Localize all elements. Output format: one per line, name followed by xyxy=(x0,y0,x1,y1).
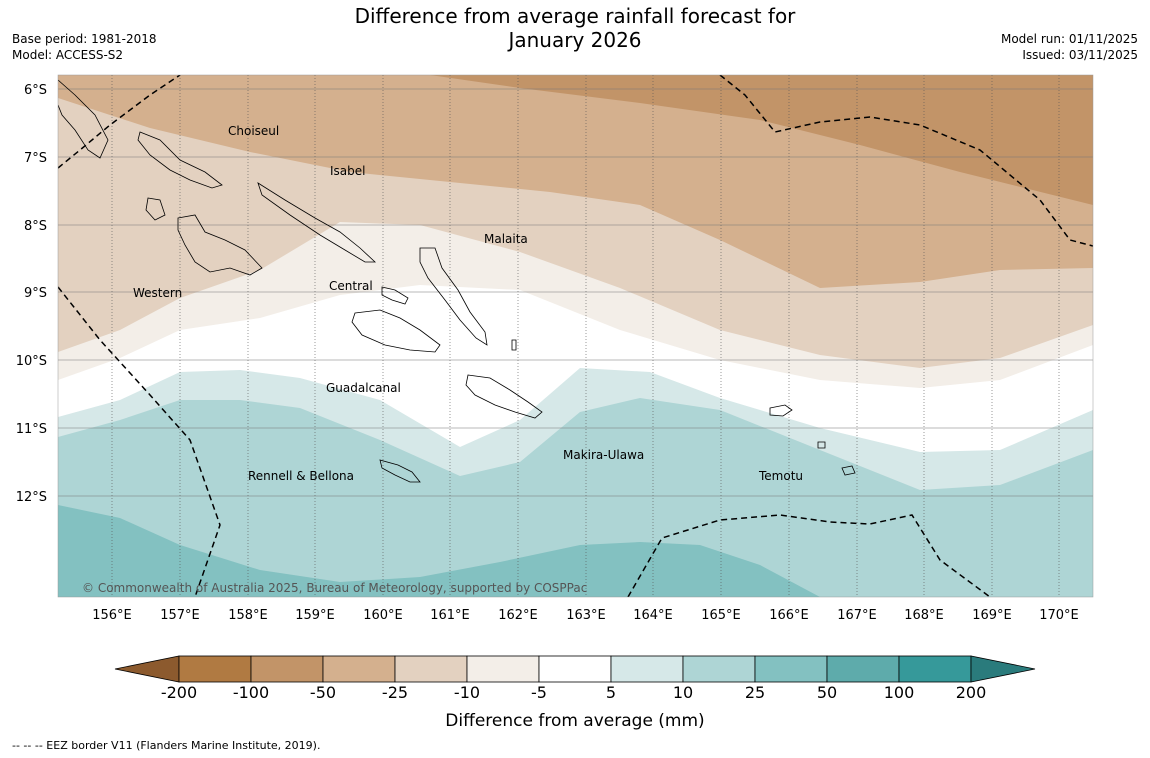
colorbar-tick-label: 25 xyxy=(745,683,765,702)
label-central: Central xyxy=(329,279,373,293)
lon-label: 169°E xyxy=(972,608,1012,623)
colorbar-tick-labels: -200 -100 -50 -25 -10 -5 5 10 25 50 100 … xyxy=(161,683,986,702)
utupua-island xyxy=(817,441,826,449)
lon-label: 156°E xyxy=(92,608,132,623)
colorbar-tick-label: -5 xyxy=(531,683,547,702)
issued-date: Issued: 03/11/2025 xyxy=(1022,48,1138,62)
colorbar-segment xyxy=(466,655,540,683)
colorbar-segment xyxy=(178,655,252,683)
colorbar-tick-label: -10 xyxy=(454,683,480,702)
lat-label: 8°S xyxy=(24,219,47,234)
longitude-gridlines xyxy=(111,75,1060,597)
lon-label: 165°E xyxy=(701,608,741,623)
eez-legend-note: -- -- -- EEZ border V11 (Flanders Marine… xyxy=(12,739,321,752)
colorbar-tick-label: 50 xyxy=(817,683,837,702)
colorbar-tick-label: -25 xyxy=(382,683,408,702)
colorbar xyxy=(114,655,1036,683)
band-plus10-25 xyxy=(58,398,1093,597)
latitude-labels: 6°S 7°S 8°S 9°S 10°S 11°S 12°S xyxy=(16,83,47,505)
title-line-2: January 2026 xyxy=(508,28,642,52)
lon-label: 170°E xyxy=(1039,608,1079,623)
colorbar-segment xyxy=(898,655,972,683)
santa-cruz-island xyxy=(769,404,793,417)
malaita-island xyxy=(419,247,488,346)
colorbar-tick-label: 100 xyxy=(884,683,915,702)
colorbar-extend-low xyxy=(114,655,180,683)
longitude-labels: 156°E 157°E 158°E 159°E 160°E 161°E 162°… xyxy=(92,608,1079,623)
lat-label: 7°S xyxy=(24,151,47,166)
isabel-island xyxy=(257,182,377,263)
label-guadalcanal: Guadalcanal xyxy=(326,381,401,395)
base-period: Base period: 1981-2018 xyxy=(12,32,157,46)
model-run: Model run: 01/11/2025 xyxy=(1000,32,1138,46)
colorbar-extend-high xyxy=(970,655,1036,683)
eez-border xyxy=(58,75,1093,597)
label-isabel: Isabel xyxy=(330,164,365,178)
lon-label: 166°E xyxy=(769,608,809,623)
lon-label: 157°E xyxy=(160,608,200,623)
label-malaita: Malaita xyxy=(484,232,528,246)
band-minus50-100 xyxy=(430,75,1093,205)
label-rennell-bellona: Rennell & Bellona xyxy=(248,469,354,483)
lon-label: 164°E xyxy=(633,608,673,623)
rennell-island xyxy=(379,459,421,483)
map-frame xyxy=(57,74,1094,598)
latitude-gridlines xyxy=(58,88,1093,497)
title-line-1: Difference from average rainfall forecas… xyxy=(354,4,796,28)
lon-label: 160°E xyxy=(363,608,403,623)
coastlines xyxy=(58,79,856,483)
guadalcanal-island xyxy=(351,309,441,353)
lat-label: 12°S xyxy=(16,490,47,505)
lat-label: 11°S xyxy=(16,422,47,437)
vella-lavella-island xyxy=(145,197,166,221)
province-labels: Choiseul Isabel Malaita Western Central … xyxy=(133,124,803,483)
lat-label: 6°S xyxy=(24,83,47,98)
label-western: Western xyxy=(133,286,182,300)
choiseul-island xyxy=(137,131,223,189)
bougainville-island xyxy=(58,79,109,159)
lon-label: 163°E xyxy=(566,608,606,623)
lon-label: 161°E xyxy=(430,608,470,623)
colorbar-segment xyxy=(250,655,324,683)
label-choiseul: Choiseul xyxy=(228,124,279,138)
colorbar-label: Difference from average (mm) xyxy=(445,711,704,731)
lon-label: 167°E xyxy=(837,608,877,623)
lon-label: 158°E xyxy=(228,608,268,623)
lon-label: 159°E xyxy=(295,608,335,623)
meta-right: Model run: 01/11/2025 Issued: 03/11/2025 xyxy=(1001,31,1138,63)
colorbar-segment xyxy=(610,655,684,683)
colorbar-segment xyxy=(538,655,612,683)
nggela-island xyxy=(381,286,409,305)
colorbar-segment xyxy=(754,655,828,683)
colorbar-segment xyxy=(394,655,468,683)
colorbar-tick-label: 5 xyxy=(606,683,616,702)
map-area xyxy=(58,75,1093,597)
colorbar-segment xyxy=(826,655,900,683)
model-name: Model: ACCESS-S2 xyxy=(12,48,124,62)
colorbar-tick-label: 10 xyxy=(673,683,693,702)
lat-label: 9°S xyxy=(24,286,47,301)
meta-left: Base period: 1981-2018 Model: ACCESS-S2 xyxy=(12,31,157,63)
makira-island xyxy=(465,374,543,419)
ulawa-island xyxy=(511,339,517,351)
colorbar-tick-label: 200 xyxy=(956,683,987,702)
map-title: Difference from average rainfall forecas… xyxy=(0,4,1150,52)
colorbar-tick-label: -200 xyxy=(161,683,197,702)
new-georgia-island xyxy=(177,214,263,276)
vanikoro-island xyxy=(841,465,856,476)
colorbar-tick-label: -100 xyxy=(233,683,269,702)
label-makira-ulawa: Makira-Ulawa xyxy=(563,448,644,462)
lon-label: 162°E xyxy=(498,608,538,623)
label-temotu: Temotu xyxy=(758,469,803,483)
colorbar-segment xyxy=(322,655,396,683)
lon-label: 168°E xyxy=(904,608,944,623)
colorbar-tick-label: -50 xyxy=(310,683,336,702)
copyright-text: © Commonwealth of Australia 2025, Bureau… xyxy=(82,581,587,595)
band-plus25-50 xyxy=(58,505,820,597)
lat-label: 10°S xyxy=(16,354,47,369)
colorbar-segment xyxy=(682,655,756,683)
